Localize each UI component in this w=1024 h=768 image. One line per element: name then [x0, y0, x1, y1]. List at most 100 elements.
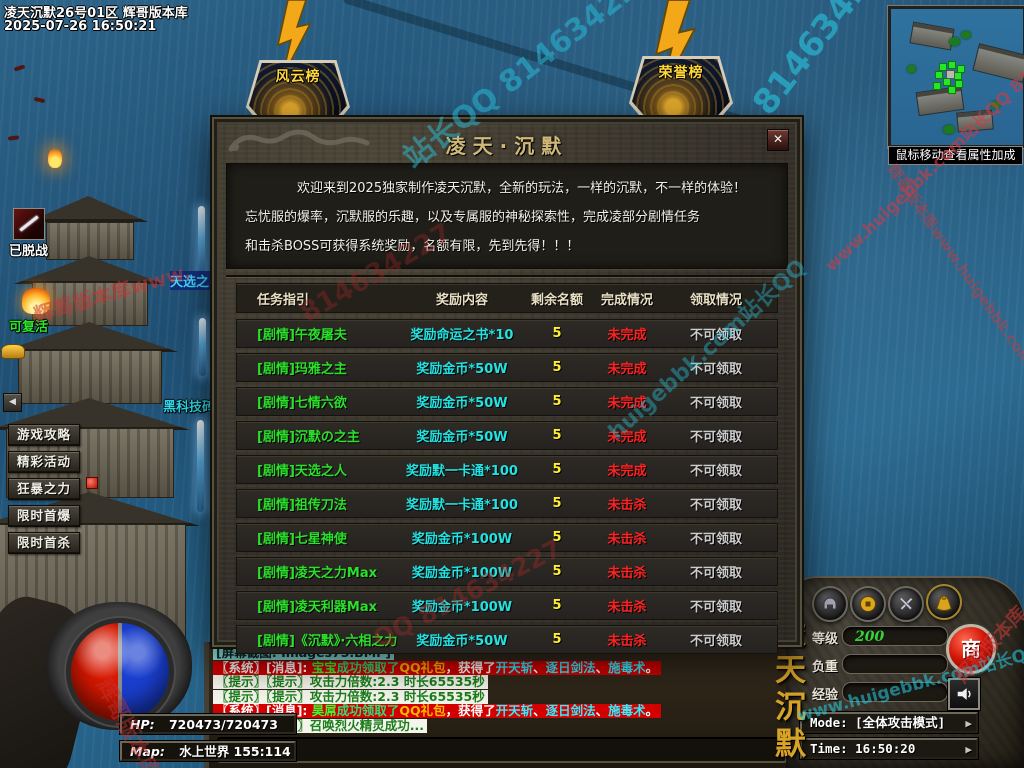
- close-icon[interactable]: ✕: [767, 129, 789, 151]
- time-bar[interactable]: Time: 16:50:20 ▶: [800, 738, 978, 759]
- quest-cell-claim[interactable]: 不可领取: [689, 464, 742, 479]
- quest-cell-slots: 5: [552, 564, 562, 579]
- minimap-unit-dot: [935, 71, 943, 79]
- quest-cell-reward: 奖励默一卡通*100: [406, 498, 518, 513]
- rank-board-wind[interactable]: 风云榜: [246, 60, 350, 122]
- map-value: 水上世界 155:114: [179, 744, 291, 759]
- chat-message: 〖系统〗[消息]: 宝宝成功领取了QQ礼包，获得了开天斩、逐日剑法、施毒术。: [213, 659, 791, 675]
- quest-cell-claim[interactable]: 不可领取: [689, 396, 742, 411]
- mode-next-arrow-icon[interactable]: ▶: [965, 717, 972, 730]
- quest-row: [剧情]凌天利器Max 奖励金币*100W 5 未击杀 不可领取: [236, 591, 778, 620]
- chat-segment: ，获得了: [445, 703, 496, 718]
- quest-cell-status: 未击杀: [607, 634, 647, 649]
- quest-cell-slots: 5: [552, 428, 562, 443]
- quest-row: [剧情]七情六欲 奖励金币*50W 5 未完成 不可领取: [236, 387, 778, 416]
- exp-field: [842, 682, 948, 702]
- chat-segment: 。: [645, 659, 659, 675]
- quest-cell-status: 未击杀: [607, 566, 647, 581]
- level-field: 200: [842, 626, 948, 646]
- menu-button-3[interactable]: 限时首爆: [8, 505, 80, 527]
- minimap-unit-dot: [943, 78, 951, 86]
- attack-mode-bar[interactable]: Mode: [全体攻击模式] ▶: [800, 712, 978, 733]
- chat-message: 〖提示〗〖提示〗召唤烈火精灵成功...: [213, 718, 791, 733]
- minimap-unit-dot: [948, 61, 956, 69]
- time-text: Time: 16:50:20: [810, 741, 916, 756]
- helmet-icon[interactable]: [812, 586, 848, 622]
- quest-cell-slots: 5: [552, 394, 562, 409]
- server-datetime: 2025-07-26 16:50:21: [4, 19, 157, 34]
- pagoda-tier: [46, 222, 134, 260]
- menu-button-4[interactable]: 限时首杀: [8, 532, 80, 554]
- quest-cell-claim[interactable]: 不可领取: [689, 532, 742, 547]
- quest-cell-slots: 5: [552, 462, 562, 477]
- sword-glow-effect: [199, 318, 206, 376]
- exp-label: 经验: [812, 688, 839, 703]
- hp-bar: HP: 720473/720473: [120, 714, 296, 734]
- quest-cell-task: [剧情]玛雅之主: [257, 362, 347, 377]
- quest-cell-claim[interactable]: 不可领取: [689, 566, 742, 581]
- quest-cell-status: 未击杀: [607, 498, 647, 513]
- quest-cell-claim[interactable]: 不可领取: [689, 362, 742, 377]
- chat-segment: QQ礼包: [399, 703, 446, 718]
- quest-cell-task: [剧情]凌天之力Max: [257, 566, 377, 581]
- treasure-bag-icon[interactable]: [926, 584, 962, 620]
- lightning-pole-icon: [276, 0, 312, 78]
- quest-cell-claim[interactable]: 不可领取: [689, 498, 742, 513]
- speaker-icon[interactable]: [948, 678, 980, 710]
- minimap-player-dot: [946, 70, 955, 79]
- quest-cell-task: [剧情]天选之人: [257, 464, 347, 479]
- revive-label: 可复活: [9, 320, 49, 335]
- menu-button-2[interactable]: 狂暴之力: [8, 478, 80, 500]
- quest-intro-line: 和击杀BOSS可获得系统奖励，名额有限，先到先得！！！: [245, 239, 580, 254]
- dialog-titlebar: 凌天·沉默 ✕: [219, 124, 795, 160]
- chat-segment: 开天斩: [495, 659, 534, 675]
- minimap[interactable]: [887, 5, 1024, 149]
- quest-column-header: 任务指引: [257, 292, 310, 308]
- crossed-swords-icon[interactable]: [888, 586, 924, 622]
- quest-row: [剧情]凌天之力Max 奖励金币*100W 5 未击杀 不可领取: [236, 557, 778, 586]
- quest-intro-line: 忘忧服的爆率，沉默服的乐趣，以及专属服的神秘探索性，完成凌部分剧情任务: [245, 210, 701, 225]
- quest-cell-slots: 5: [552, 326, 562, 341]
- quest-cell-status: 未完成: [607, 464, 647, 479]
- menu-button-1[interactable]: 精彩活动: [8, 451, 80, 473]
- chat-message: 〖提示〗〖提示〗攻击力倍数:2.3 时长65535秒: [213, 674, 791, 689]
- quest-cell-slots: 5: [552, 360, 562, 375]
- quest-cell-claim[interactable]: 不可领取: [689, 600, 742, 615]
- dragon-relief-icon: [228, 129, 370, 152]
- quest-cell-claim[interactable]: 不可领取: [689, 430, 742, 445]
- menu-button-0[interactable]: 游戏攻略: [8, 424, 80, 446]
- quest-cell-reward: 奖励金币*100W: [411, 566, 513, 581]
- hp-value: 720473/720473: [168, 717, 278, 732]
- minimap-unit-dot: [948, 86, 956, 94]
- quest-column-header: 完成情况: [600, 292, 653, 308]
- shop-button[interactable]: 商: [946, 624, 996, 674]
- pagoda-roof: [14, 256, 164, 284]
- banner-art: [249, 63, 347, 119]
- chat-segment: 。: [645, 703, 659, 718]
- torch-flame-icon: [48, 148, 62, 168]
- quest-row: [剧情]玛雅之主 奖励金币*50W 5 未完成 不可领取: [236, 353, 778, 382]
- quest-cell-reward: 奖励命运之书*10: [410, 328, 514, 343]
- quest-row: [剧情]七星神使 奖励金币*100W 5 未击杀 不可领取: [236, 523, 778, 552]
- quest-row: [剧情]祖传刀法 奖励默一卡通*100 5 未击杀 不可领取: [236, 489, 778, 518]
- chat-input[interactable]: [217, 737, 787, 763]
- time-next-arrow-icon[interactable]: ▶: [965, 743, 972, 756]
- map-bar: Map: 水上世界 155:114: [120, 741, 296, 761]
- divider: [226, 275, 788, 278]
- chat-segment: 〖提示〗〖提示〗攻击力倍数:2.3 时长65535秒: [216, 674, 485, 689]
- chat-segment: 逐日剑法: [545, 703, 596, 718]
- scroll-left-button[interactable]: ◀: [3, 393, 22, 412]
- quest-cell-claim[interactable]: 不可领取: [689, 328, 742, 343]
- quest-cell-slots: 5: [552, 530, 562, 545]
- minimap-hint: 鼠标移动查看属性加成: [888, 146, 1023, 165]
- quest-cell-status: 未完成: [607, 362, 647, 377]
- quest-cell-claim[interactable]: 不可领取: [689, 634, 742, 649]
- banner-art: [632, 59, 730, 115]
- minimap-unit-dot: [933, 82, 941, 90]
- coin-icon[interactable]: [850, 586, 886, 622]
- chat-segment: QQ礼包: [399, 659, 446, 675]
- revive-flame-icon: [22, 288, 50, 314]
- quest-cell-slots: 5: [552, 496, 562, 511]
- rank-board-honor[interactable]: 荣誉榜: [629, 56, 733, 118]
